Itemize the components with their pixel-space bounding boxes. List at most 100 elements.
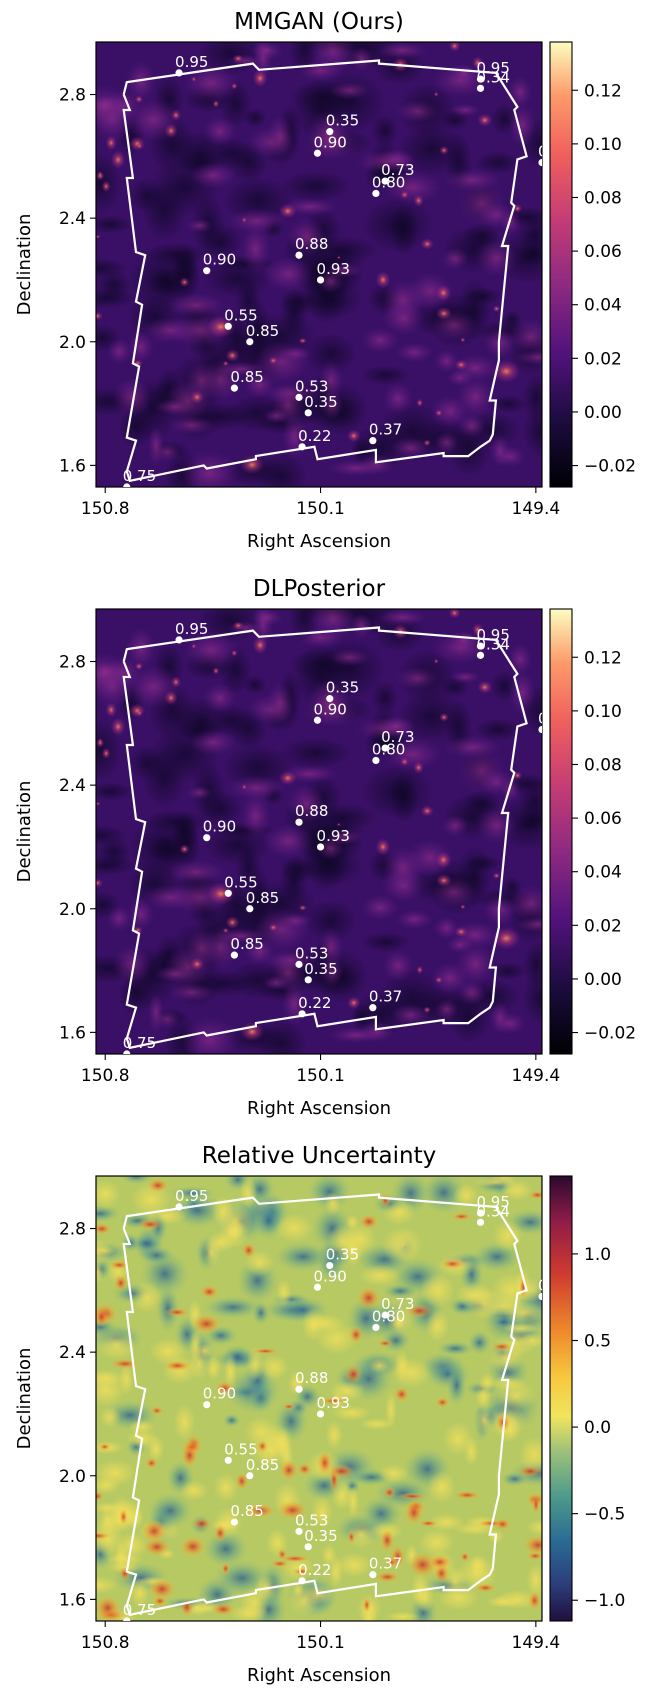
cluster-point <box>203 834 211 842</box>
heat-cell <box>227 775 286 801</box>
heat-cell <box>109 1358 141 1370</box>
heat-cell <box>240 1022 265 1042</box>
heat-cell <box>164 1307 190 1317</box>
heat-cell <box>500 1179 533 1201</box>
heat-cell <box>376 148 416 170</box>
heat-cell <box>458 748 505 793</box>
heat-cell <box>142 1537 171 1557</box>
cluster-point <box>313 716 322 724</box>
cluster-point-label: 0.90 <box>313 1267 346 1285</box>
heat-cell <box>183 63 239 104</box>
heat-cell <box>96 801 101 806</box>
heat-cell <box>96 782 133 801</box>
heat-cell <box>210 1602 236 1617</box>
plot-frame <box>95 608 543 1055</box>
heat-cell <box>96 878 103 888</box>
heat-cell <box>400 757 409 766</box>
heat-cell <box>96 1306 109 1328</box>
heat-cell <box>434 916 459 940</box>
cluster-point-label: 0.35 <box>326 112 359 130</box>
heat-cell <box>278 770 297 786</box>
heat-cell <box>460 1551 470 1562</box>
heat-cell <box>279 288 317 316</box>
heat-cell <box>439 145 449 155</box>
heat-cell <box>296 1462 313 1476</box>
x-tick-label: 150.1 <box>296 1633 345 1653</box>
colorbar-tick-label: 0.02 <box>584 349 622 369</box>
cluster-point-label: 0.53 <box>295 1511 328 1529</box>
cluster-point <box>298 443 306 451</box>
colorbar-tick-label: 0.10 <box>584 135 622 155</box>
cluster-point-label: 0.90 <box>203 251 236 269</box>
heat-cell <box>170 109 182 121</box>
colorbar-tick-label: 0.02 <box>584 916 622 936</box>
heat-cell <box>183 630 239 671</box>
heat-cell <box>359 1417 395 1430</box>
heat-cell <box>252 341 310 384</box>
heat-cell <box>518 1436 542 1474</box>
colorbar-gradient <box>549 1175 573 1622</box>
heat-cell <box>475 1379 492 1412</box>
cluster-point-label: 0.95 <box>175 620 208 638</box>
heat-cell <box>169 1186 215 1200</box>
heat-cell <box>494 1517 512 1531</box>
heat-cell <box>456 943 495 985</box>
x-tick-label: 150.1 <box>296 499 345 519</box>
cluster-point-label: 0.75 <box>123 467 156 485</box>
y-axis-label: Declination <box>14 781 35 883</box>
y-axis-label: Declination <box>14 1348 35 1450</box>
annotation-points: 0.950.950.340.350.900.730.800.700.880.90… <box>123 53 542 487</box>
heat-cell <box>324 1191 342 1215</box>
heat-cell <box>154 965 196 983</box>
heat-cell <box>458 181 505 226</box>
colorbar-tick-label: 1.0 <box>584 1245 611 1265</box>
y-tick-label: 2.4 <box>59 209 86 229</box>
survey-footprint <box>122 59 528 483</box>
heat-cell <box>527 1590 542 1611</box>
x-axis-label: Right Ascension <box>247 1665 391 1686</box>
y-tick-label: 2.0 <box>59 1467 86 1487</box>
heat-cell <box>454 359 468 370</box>
colorbar-tick-label: 0.04 <box>584 296 622 316</box>
heat-cell <box>434 349 459 373</box>
cluster-point-label: 0.73 <box>381 161 414 179</box>
heat-cell <box>276 1279 292 1307</box>
heat-cell <box>105 702 117 718</box>
heat-cell <box>279 170 352 203</box>
heat-cell <box>433 91 439 97</box>
heat-cell <box>96 1490 105 1502</box>
heat-cell <box>420 1176 467 1215</box>
heat-cell <box>131 1281 162 1314</box>
heat-cell <box>277 1500 309 1520</box>
heat-cell <box>435 874 452 887</box>
heat-cell <box>292 1567 312 1576</box>
heat-cell <box>377 42 427 59</box>
y-tick-label: 2.4 <box>59 776 86 796</box>
heat-cell <box>448 609 461 619</box>
heat-cell <box>502 1301 542 1324</box>
colorbar-tick-label: 0.04 <box>584 863 622 883</box>
cluster-point <box>372 756 380 765</box>
heat-cell <box>191 1517 212 1530</box>
heat-cell <box>362 1597 372 1613</box>
heat-cell <box>191 1313 222 1334</box>
heat-cell <box>128 1419 155 1434</box>
heat-cell <box>475 239 518 277</box>
heat-cell <box>336 822 341 827</box>
cluster-point <box>123 483 131 487</box>
heat-cell <box>450 670 480 684</box>
heat-cell <box>112 945 152 984</box>
heat-cell <box>358 1213 380 1230</box>
heat-cell <box>147 1578 177 1601</box>
cluster-point <box>538 725 542 734</box>
x-axis-label: Right Ascension <box>247 531 391 552</box>
heat-cell <box>395 99 440 123</box>
heat-cell <box>206 1232 236 1253</box>
heat-cell <box>455 1281 493 1309</box>
heat-cell <box>203 1295 263 1319</box>
cluster-point <box>175 69 183 77</box>
heat-cell <box>428 1554 452 1570</box>
heat-cell <box>101 747 111 760</box>
heat-cell <box>400 190 409 199</box>
cluster-point <box>369 1004 377 1012</box>
